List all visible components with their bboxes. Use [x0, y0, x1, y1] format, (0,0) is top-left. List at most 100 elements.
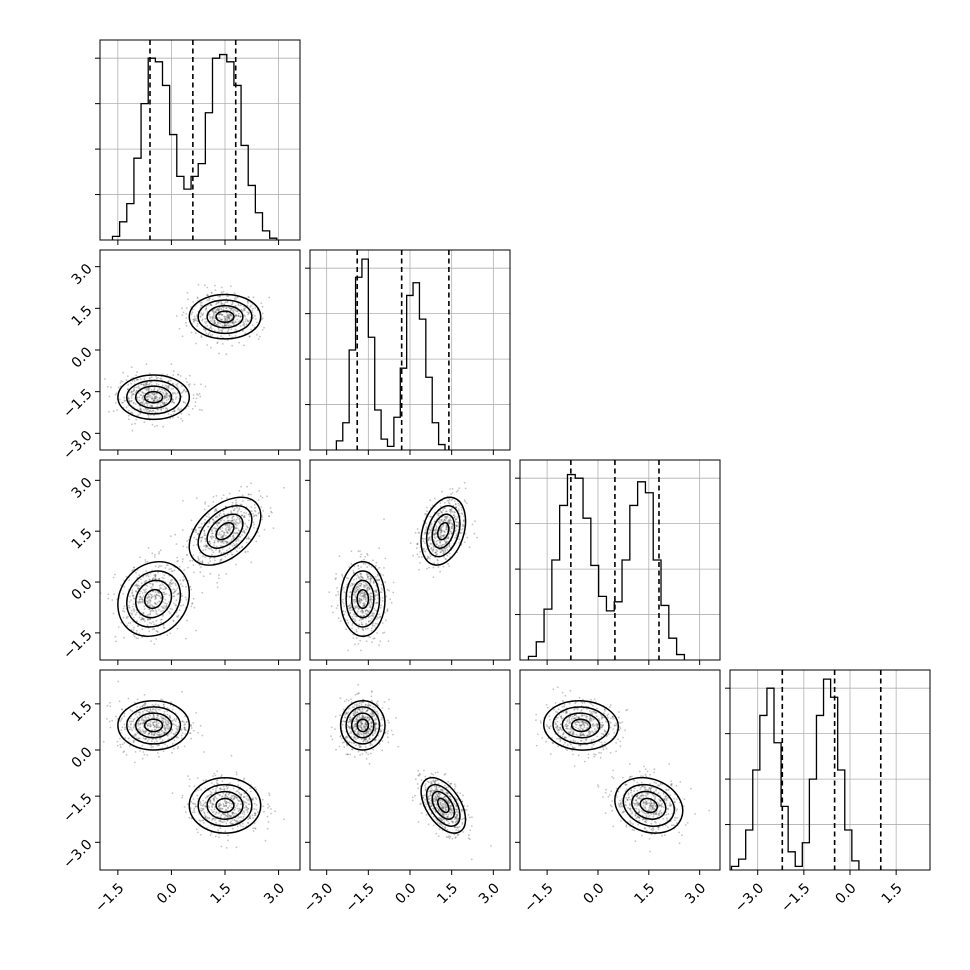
- sample-point: [138, 585, 141, 588]
- sample-point: [268, 805, 271, 808]
- sample-point: [151, 733, 153, 735]
- sample-point: [149, 710, 152, 712]
- sample-point: [172, 370, 175, 373]
- sample-point: [139, 409, 142, 411]
- sample-point: [222, 542, 225, 545]
- sample-point: [342, 708, 345, 711]
- sample-point: [223, 789, 226, 791]
- sample-point: [130, 609, 133, 612]
- sample-point: [123, 605, 126, 607]
- sample-point: [201, 537, 204, 539]
- sample-point: [216, 308, 219, 311]
- sample-point: [136, 386, 138, 389]
- sample-point: [200, 335, 203, 337]
- sample-point: [168, 568, 171, 571]
- sample-point: [249, 306, 252, 308]
- sample-point: [242, 330, 245, 332]
- sample-point: [220, 845, 223, 848]
- sample-point: [463, 481, 466, 484]
- sample-point: [243, 308, 246, 310]
- sample-point: [135, 629, 138, 632]
- sample-point: [192, 811, 194, 814]
- sample-point: [365, 582, 367, 585]
- sample-point: [454, 503, 457, 506]
- sample-point: [150, 405, 153, 408]
- sample-point: [341, 737, 343, 740]
- sample-point: [138, 387, 141, 390]
- sample-point: [412, 554, 414, 557]
- sample-point: [174, 533, 177, 536]
- sample-point: [355, 589, 357, 592]
- sample-point: [241, 534, 243, 536]
- sample-point: [128, 601, 131, 603]
- sample-point: [366, 609, 369, 612]
- sample-point: [359, 601, 362, 604]
- sample-point: [155, 610, 158, 613]
- sample-point: [357, 564, 360, 567]
- sample-point: [235, 518, 238, 521]
- sample-point: [211, 309, 214, 312]
- sample-point: [183, 726, 186, 729]
- sample-point: [420, 556, 423, 558]
- sample-point: [149, 603, 152, 606]
- sample-point: [148, 410, 151, 413]
- sample-point: [416, 553, 419, 556]
- sample-point: [435, 525, 438, 527]
- sample-point: [214, 789, 217, 792]
- sample-point: [435, 531, 437, 534]
- sample-point: [199, 724, 202, 727]
- sample-point: [142, 617, 145, 620]
- sample-point: [375, 561, 378, 564]
- sample-point: [144, 561, 147, 563]
- sample-point: [363, 592, 366, 595]
- sample-point: [166, 564, 169, 566]
- sample-point: [128, 606, 130, 609]
- sample-point: [170, 388, 173, 390]
- sample-point: [200, 523, 203, 525]
- sample-point: [119, 743, 122, 746]
- sample-point: [155, 392, 158, 395]
- sample-point: [237, 539, 240, 542]
- sample-point: [221, 548, 224, 550]
- sample-point: [242, 324, 244, 326]
- sample-point: [235, 846, 238, 849]
- sample-point: [136, 414, 139, 417]
- sample-point: [230, 324, 233, 327]
- sample-point: [209, 315, 212, 318]
- sample-point: [349, 606, 351, 609]
- sample-point: [184, 596, 187, 599]
- sample-point: [203, 508, 206, 511]
- density-contour: [143, 390, 164, 404]
- sample-point: [202, 799, 205, 802]
- sample-point: [148, 395, 151, 398]
- sample-point: [376, 622, 379, 625]
- sample-point: [235, 501, 238, 504]
- sample-point: [223, 317, 226, 320]
- sample-point: [165, 401, 168, 404]
- sample-point: [162, 407, 165, 410]
- sample-point: [123, 715, 126, 718]
- sample-point: [176, 560, 179, 563]
- sample-point: [186, 381, 188, 383]
- sample-point: [254, 507, 256, 509]
- sample-point: [139, 711, 142, 714]
- sample-point: [158, 564, 161, 567]
- sample-point: [234, 508, 236, 510]
- sample-point: [145, 381, 148, 384]
- sample-point: [146, 403, 149, 405]
- sample-point: [140, 401, 143, 404]
- sample-point: [111, 599, 114, 601]
- sample-point: [376, 632, 378, 634]
- sample-point: [190, 800, 193, 803]
- sample-point: [108, 395, 111, 398]
- sample-point: [186, 619, 189, 622]
- sample-point: [239, 325, 242, 327]
- sample-point: [216, 308, 219, 310]
- sample-point: [243, 807, 246, 809]
- sample-point: [158, 584, 161, 587]
- sample-point: [226, 314, 229, 317]
- sample-point: [130, 390, 133, 393]
- sample-point: [372, 559, 374, 562]
- sample-point: [174, 584, 177, 587]
- sample-point: [373, 732, 376, 735]
